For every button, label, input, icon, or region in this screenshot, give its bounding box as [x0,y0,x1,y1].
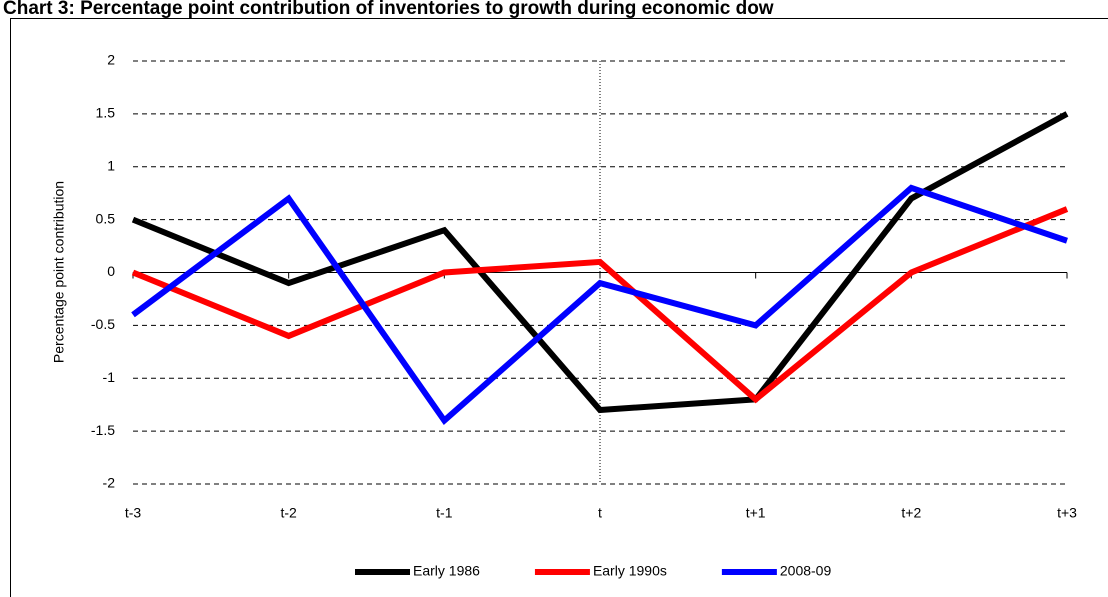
x-tick-label: t-2 [280,505,297,521]
x-tick-label: t [598,505,602,521]
legend-label: 2008-09 [780,563,832,579]
y-tick-label: -2 [103,475,116,491]
series-line [131,184,1068,426]
series-line [131,206,1069,404]
y-tick-label: 1 [107,157,115,173]
y-tick-label: 0 [107,263,115,279]
y-tick-label: 1.5 [96,105,116,121]
y-axis-label: Percentage point contribution [51,181,67,363]
x-tick-label: t+1 [746,505,766,521]
series-line [131,111,1069,414]
y-tick-label: 2 [107,52,115,68]
legend-label: Early 1990s [593,563,667,579]
x-tick-label: t-3 [125,505,142,521]
y-tick-label: -0.5 [91,316,115,332]
x-tick-label: t+3 [1057,505,1077,521]
chart-title: Chart 3: Percentage point contribution o… [3,0,774,19]
y-tick-label: -1 [103,369,116,385]
legend-label: Early 1986 [413,563,480,579]
y-tick-label: -1.5 [91,422,115,438]
y-tick-label: 0.5 [96,210,116,226]
x-tick-label: t-1 [436,505,453,521]
x-tick-label: t+2 [901,505,921,521]
chart-frame [10,18,1108,597]
